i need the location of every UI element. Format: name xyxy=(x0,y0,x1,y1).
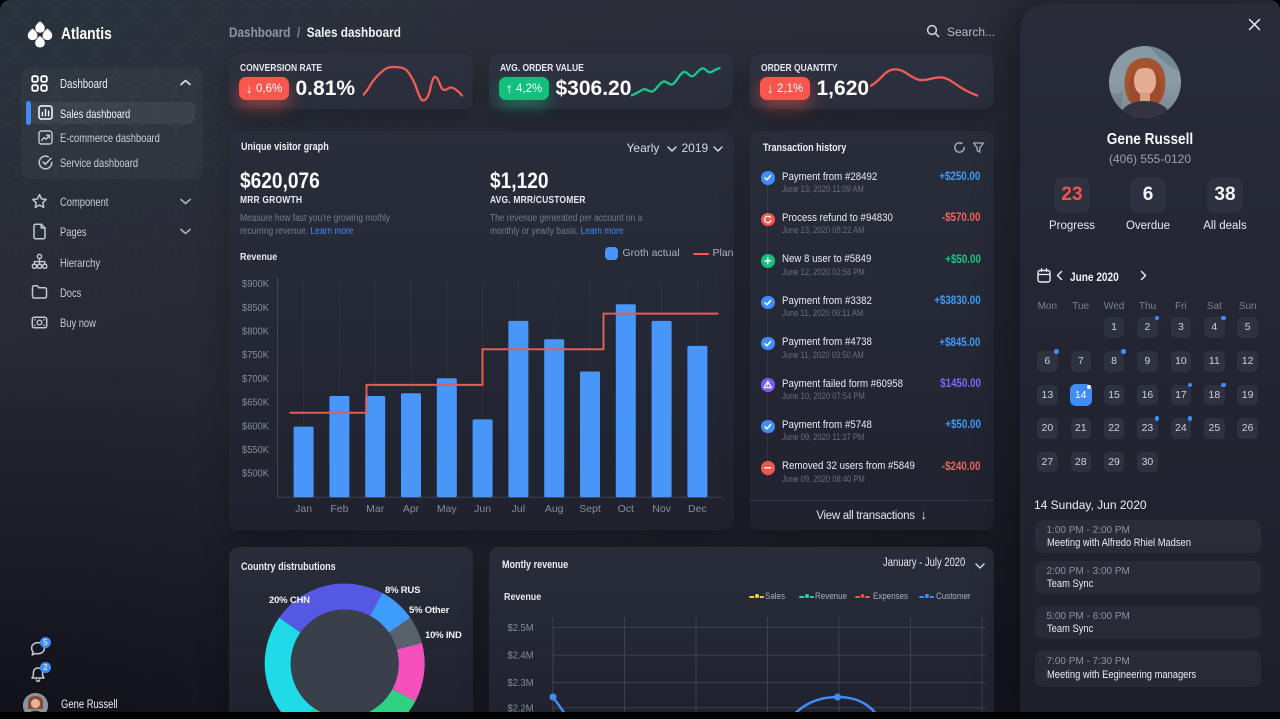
svg-text:Aug: Aug xyxy=(544,503,563,515)
svg-text:Feb: Feb xyxy=(330,503,348,515)
svg-text:$2.5M: $2.5M xyxy=(507,622,533,634)
svg-text:Apr: Apr xyxy=(402,503,419,515)
svg-text:$2.3M: $2.3M xyxy=(507,677,533,689)
svg-text:20% CHN: 20% CHN xyxy=(269,595,310,606)
svg-text:$650K: $650K xyxy=(242,397,269,409)
svg-text:Mar: Mar xyxy=(366,503,385,515)
svg-text:May: May xyxy=(436,503,457,515)
svg-text:$800K: $800K xyxy=(242,326,269,338)
svg-text:$900K: $900K xyxy=(242,278,269,290)
svg-text:8% RUS: 8% RUS xyxy=(385,585,420,596)
svg-text:Sept: Sept xyxy=(579,503,601,515)
svg-text:$700K: $700K xyxy=(242,373,269,385)
svg-text:Dec: Dec xyxy=(688,503,707,515)
svg-text:$600K: $600K xyxy=(242,420,269,432)
svg-text:Nov: Nov xyxy=(652,503,671,515)
svg-text:$2.4M: $2.4M xyxy=(507,650,533,662)
svg-text:Jun: Jun xyxy=(474,503,491,515)
svg-text:Jul: Jul xyxy=(511,503,524,515)
svg-text:Oct: Oct xyxy=(617,503,633,515)
svg-text:$2.2M: $2.2M xyxy=(507,702,533,712)
svg-text:$550K: $550K xyxy=(242,444,269,456)
svg-text:10% IND: 10% IND xyxy=(425,630,462,641)
svg-text:$850K: $850K xyxy=(242,302,269,314)
svg-text:$750K: $750K xyxy=(242,349,269,361)
svg-text:5% Other: 5% Other xyxy=(409,605,450,616)
svg-text:Jan: Jan xyxy=(295,503,312,515)
svg-text:$500K: $500K xyxy=(242,468,269,480)
